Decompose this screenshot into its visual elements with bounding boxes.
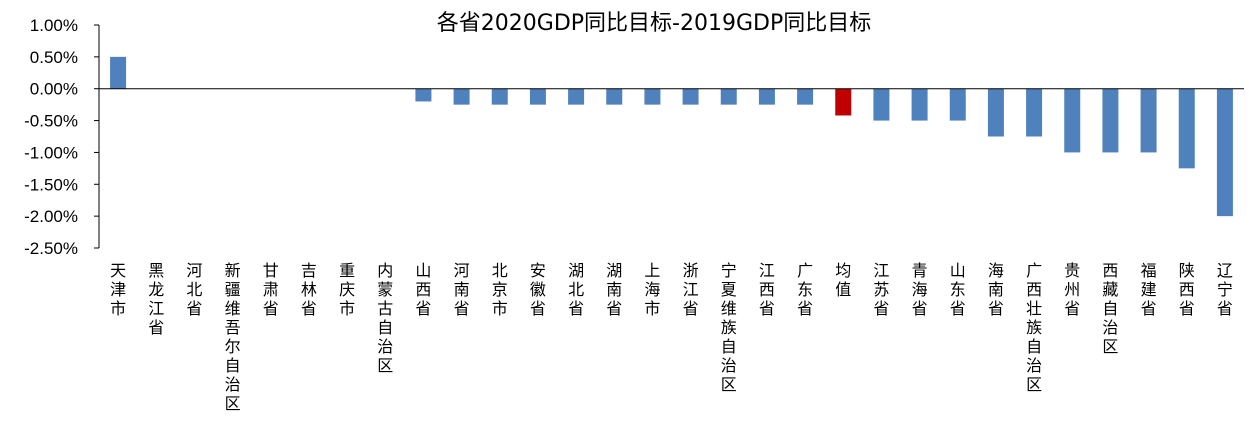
bar xyxy=(720,88,737,105)
x-tick-label: 海南省 xyxy=(988,261,1004,318)
bar xyxy=(110,56,127,89)
bar xyxy=(1064,88,1081,153)
y-axis-ticks: 1.00% 0.50% 0.00% -0.50% -1.00% -1.50% -2.00% -… xyxy=(24,16,78,258)
x-tick-label: 天津市 xyxy=(110,261,126,318)
x-tick-label: 江西省 xyxy=(759,261,775,318)
bar xyxy=(873,88,890,121)
x-tick-label: 山东省 xyxy=(950,261,966,318)
x-tick-label: 湖北省 xyxy=(568,261,584,318)
bar xyxy=(606,88,623,105)
x-tick-label: 江苏省 xyxy=(873,261,889,318)
bar xyxy=(568,88,585,105)
bar xyxy=(415,88,432,102)
x-tick-label: 贵州省 xyxy=(1064,261,1080,318)
x-tick-label: 安徽省 xyxy=(530,261,546,318)
bar xyxy=(453,88,470,105)
x-tick-label: 黑龙江省 xyxy=(148,261,164,337)
bar xyxy=(797,88,814,105)
x-tick-label: 吉林省 xyxy=(301,261,317,318)
bars xyxy=(110,56,1233,217)
x-tick-label: 重庆市 xyxy=(339,261,355,318)
bar xyxy=(644,88,661,105)
bar xyxy=(529,88,546,105)
y-tick-label: -2.50% xyxy=(24,239,78,258)
y-tick-label: -1.00% xyxy=(24,143,78,162)
bar xyxy=(682,88,699,105)
x-tick-label: 广东省 xyxy=(797,261,813,318)
y-tick-label: 1.00% xyxy=(30,16,78,35)
y-tick-label: -0.50% xyxy=(24,112,78,131)
chart-title: 各省2020GDP同比目标-2019GDP同比目标 xyxy=(437,11,871,36)
bar xyxy=(1140,88,1157,153)
bar xyxy=(1102,88,1119,153)
y-tick-label: 0.50% xyxy=(30,48,78,67)
x-tick-label: 福建省 xyxy=(1141,261,1157,318)
y-tick-label: -2.00% xyxy=(24,207,78,226)
bar xyxy=(758,88,775,105)
bar xyxy=(987,88,1004,137)
x-tick-label: 湖南省 xyxy=(606,261,622,318)
x-tick-label: 均值 xyxy=(835,261,851,299)
x-tick-label: 北京市 xyxy=(492,261,508,318)
y-tick-label: 0.00% xyxy=(30,80,78,99)
x-tick-label: 河南省 xyxy=(454,261,470,318)
bar xyxy=(1178,88,1195,169)
bar xyxy=(835,88,852,116)
bar xyxy=(491,88,508,105)
x-tick-label: 内蒙古自治区 xyxy=(377,261,393,375)
x-tick-label: 河北省 xyxy=(186,261,202,318)
x-tick-label: 西藏自治区 xyxy=(1102,261,1118,356)
x-tick-label: 宁夏维族自治区 xyxy=(721,261,737,394)
bar xyxy=(949,88,966,121)
axes xyxy=(94,24,1244,249)
x-tick-label: 浙江省 xyxy=(683,261,699,318)
x-tick-label: 青海省 xyxy=(912,261,928,318)
x-tick-label: 甘肃省 xyxy=(263,261,279,318)
y-tick-label: -1.50% xyxy=(24,175,78,194)
x-tick-label: 辽宁省 xyxy=(1217,261,1233,318)
bar xyxy=(1216,88,1233,217)
x-tick-label: 广西壮族自治区 xyxy=(1026,261,1042,394)
x-tick-label: 山西省 xyxy=(415,261,431,318)
x-tick-label: 上海市 xyxy=(644,261,660,318)
x-tick-label: 陕西省 xyxy=(1179,261,1195,318)
x-tick-label: 新疆维吾尔自治区 xyxy=(225,261,241,413)
bar xyxy=(1026,88,1043,137)
x-axis-labels: 天津市 黑龙江省 河北省 新疆维吾尔自治区 甘肃省 吉林省 重庆市 内蒙古自治区 山西省 河南省 北… xyxy=(110,261,1233,413)
bar xyxy=(911,88,928,121)
